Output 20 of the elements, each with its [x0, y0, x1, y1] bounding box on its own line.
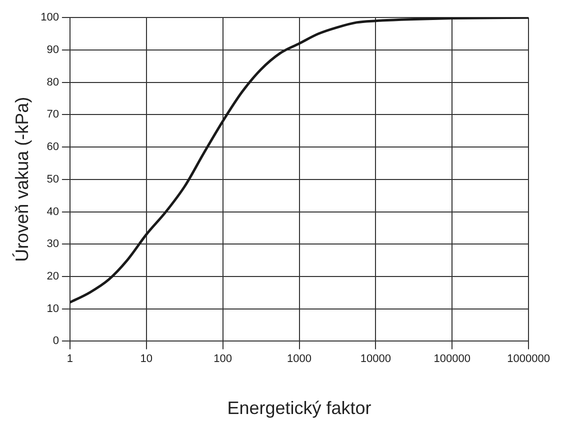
x-tick-label: 1 — [66, 352, 74, 365]
y-tick-label: 90 — [46, 44, 59, 56]
y-tick-label: 70 — [46, 108, 59, 121]
y-tick-label: 40 — [46, 206, 59, 218]
x-tick-label: 1000 — [287, 352, 312, 365]
y-tick-label: 60 — [46, 141, 59, 154]
x-tick-label: 100000 — [434, 352, 471, 365]
y-tick-label: 0 — [52, 335, 59, 348]
x-tick-label: 100 — [214, 352, 232, 365]
y-tick-label: 10 — [46, 302, 59, 315]
x-tick-label: 10 — [140, 352, 153, 365]
x-tick-label: 10000 — [360, 352, 392, 365]
y-tick-label: 30 — [46, 238, 59, 250]
y-tick-label: 100 — [40, 12, 59, 24]
y-tick-label: 80 — [46, 76, 59, 88]
y-axis-title: Úroveň vakua (-kPa) — [12, 96, 32, 262]
x-tick-label: 1000000 — [507, 352, 550, 365]
y-tick-label: 20 — [46, 270, 59, 283]
x-axis-title: Energetický faktor — [227, 398, 372, 418]
y-tick-label: 50 — [46, 173, 59, 186]
